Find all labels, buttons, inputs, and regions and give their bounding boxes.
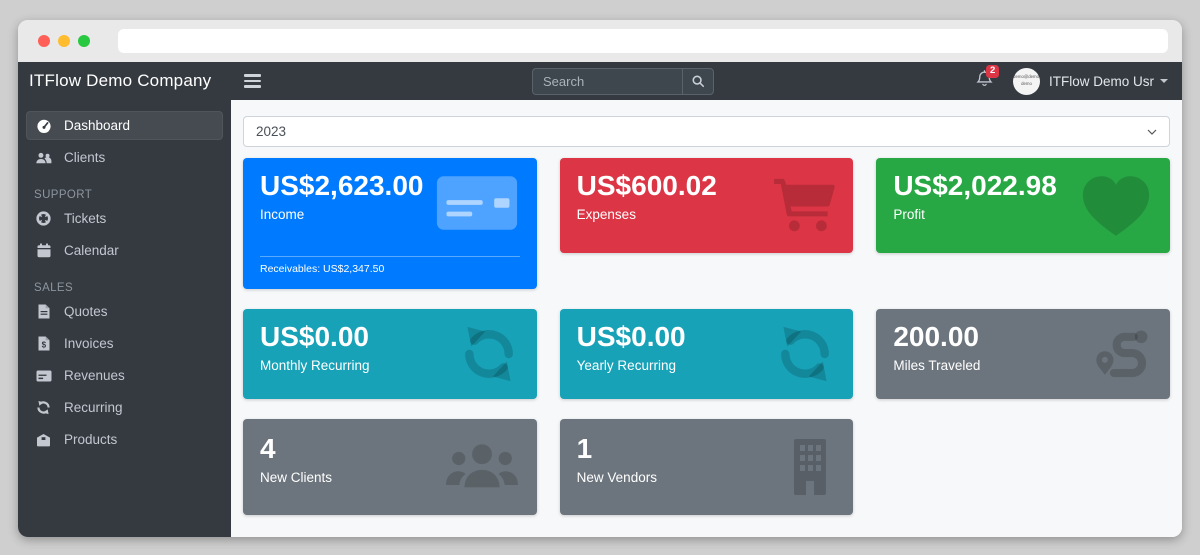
card-label: Monthly Recurring: [260, 358, 370, 374]
card-footer: Receivables: US$2,347.50: [260, 256, 520, 277]
sidebar-section-sales: SALES: [34, 282, 74, 294]
select-chevron-icon: [1147, 129, 1157, 135]
file-invoice-dollar-icon: $: [34, 336, 53, 351]
close-dot-icon[interactable]: [38, 35, 50, 47]
card-value: 1: [576, 433, 593, 464]
user-menu[interactable]: demo@demo demo ITFlow Demo Usr: [1013, 67, 1169, 95]
card-label: Profit: [893, 207, 925, 223]
box-icon: [34, 433, 53, 447]
stat-cards-grid: US$2,623.00 Income Receivables: US$2,347…: [243, 158, 1170, 515]
maximize-dot-icon[interactable]: [78, 35, 90, 47]
card-label: Expenses: [576, 207, 636, 223]
chevron-down-icon: [1160, 79, 1169, 83]
card-value: US$0.00: [260, 321, 369, 352]
card-label: Miles Traveled: [893, 358, 981, 374]
sync-icon: [459, 324, 519, 384]
browser-chrome: [18, 20, 1182, 62]
card-label: New Vendors: [576, 470, 657, 486]
new-vendors-card[interactable]: 1 New Vendors: [559, 419, 854, 515]
monthly-recurring-card[interactable]: US$0.00 Monthly Recurring: [243, 309, 537, 399]
top-navbar: ITFlow Demo Company 2 demo@demo demo: [18, 62, 1182, 100]
sync-icon: [34, 400, 53, 415]
sidebar: Dashboard Clients SUPPORT Tickets: [18, 100, 231, 537]
search-icon: [692, 75, 705, 88]
sidebar-item-quotes[interactable]: Quotes: [26, 297, 223, 326]
shopping-cart-icon: [773, 177, 836, 235]
hamburger-icon: [244, 74, 261, 77]
building-icon: [785, 437, 835, 497]
new-clients-card[interactable]: 4 New Clients: [243, 419, 537, 515]
income-card[interactable]: US$2,623.00 Income Receivables: US$2,347…: [243, 158, 537, 289]
group-icon: [445, 440, 519, 494]
calendar-icon: [34, 243, 53, 258]
card-label: Income: [260, 207, 305, 223]
search-button[interactable]: [682, 67, 714, 95]
card-value: 200.00: [893, 321, 979, 352]
sidebar-item-recurring[interactable]: Recurring: [26, 393, 223, 422]
company-brand: ITFlow Demo Company: [29, 71, 212, 90]
sidebar-item-tickets[interactable]: Tickets: [26, 204, 223, 233]
sidebar-item-products[interactable]: Products: [26, 425, 223, 454]
browser-window: ITFlow Demo Company 2 demo@demo demo: [18, 20, 1182, 537]
card-label: New Clients: [260, 470, 333, 486]
menu-toggle-button[interactable]: [244, 68, 270, 94]
notifications-button[interactable]: 2: [976, 64, 1000, 93]
svg-text:$: $: [41, 341, 46, 350]
avatar: demo@demo demo: [1013, 67, 1040, 95]
url-bar[interactable]: [118, 29, 1168, 53]
year-select[interactable]: 2023: [243, 116, 1170, 147]
life-ring-icon: [34, 211, 53, 226]
card-label: Yearly Recurring: [576, 358, 676, 374]
sidebar-item-clients[interactable]: Clients: [26, 143, 223, 172]
card-value: US$2,623.00: [260, 170, 424, 201]
sync-icon: [775, 324, 835, 384]
route-icon: [1094, 326, 1152, 382]
profit-card[interactable]: US$2,022.98 Profit: [876, 158, 1170, 253]
minimize-dot-icon[interactable]: [58, 35, 70, 47]
card-value: US$2,022.98: [893, 170, 1057, 201]
sidebar-item-revenues[interactable]: Revenues: [26, 361, 223, 390]
sidebar-item-dashboard[interactable]: Dashboard: [26, 111, 223, 140]
miles-traveled-card[interactable]: 200.00 Miles Traveled: [876, 309, 1170, 399]
card-value: 4: [260, 433, 276, 464]
global-search: [532, 67, 714, 95]
credit-card-icon: [435, 172, 519, 234]
tachometer-icon: [34, 118, 53, 134]
sidebar-item-calendar[interactable]: Calendar: [26, 236, 223, 265]
file-alt-icon: [34, 304, 53, 319]
notification-badge: 2: [986, 64, 1000, 78]
card-value: US$0.00: [576, 321, 686, 352]
dashboard-content: 2023 US$2,623.00 Income Receivables: US$…: [231, 100, 1182, 537]
heart-icon: [1080, 174, 1152, 238]
sidebar-section-support: SUPPORT: [34, 189, 93, 201]
users-icon: [34, 151, 53, 165]
sidebar-item-invoices[interactable]: $ Invoices: [26, 329, 223, 358]
yearly-recurring-card[interactable]: US$0.00 Yearly Recurring: [559, 309, 854, 399]
card-value: US$600.02: [576, 170, 717, 201]
search-input[interactable]: [532, 67, 682, 95]
money-check-icon: [34, 370, 53, 382]
expenses-card[interactable]: US$600.02 Expenses: [559, 158, 854, 253]
user-name: ITFlow Demo Usr: [1049, 73, 1155, 89]
